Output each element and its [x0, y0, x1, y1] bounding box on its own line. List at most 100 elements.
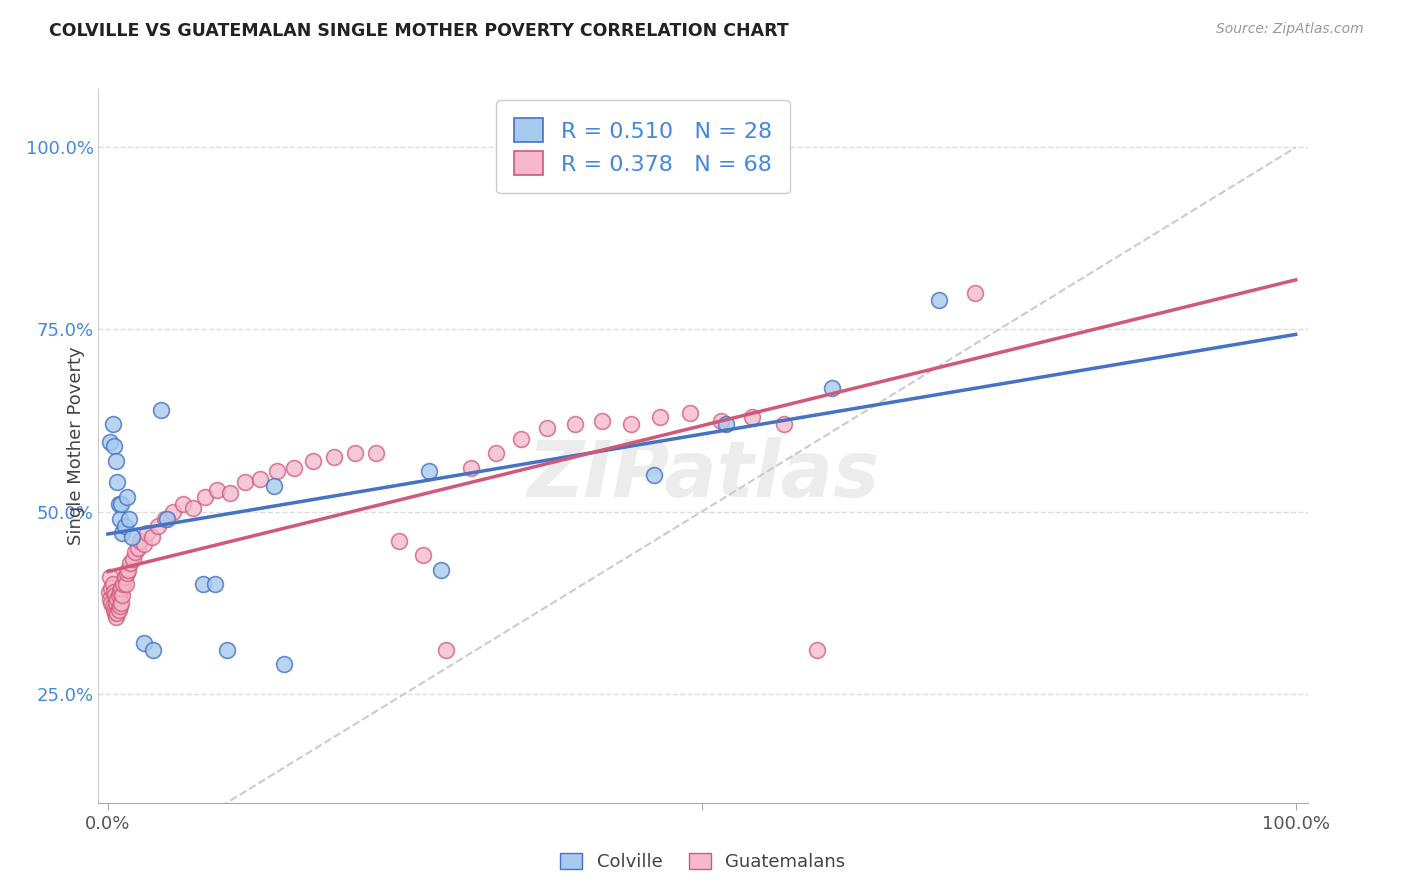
Point	[98, 435, 121, 450]
Point	[322, 450, 344, 464]
Point	[112, 577, 135, 591]
Point	[436, 643, 458, 657]
Point	[536, 421, 558, 435]
Point	[111, 526, 134, 541]
Point	[418, 465, 440, 479]
Point	[162, 504, 184, 518]
Point	[98, 570, 121, 584]
Point	[121, 552, 143, 566]
Point	[643, 468, 665, 483]
Point	[710, 413, 733, 427]
Point	[204, 577, 226, 591]
Point	[110, 581, 132, 595]
Point	[117, 563, 139, 577]
Point	[388, 533, 411, 548]
Point	[105, 453, 128, 467]
Point	[591, 413, 613, 427]
Point	[172, 497, 194, 511]
Point	[114, 570, 136, 584]
Point	[219, 486, 242, 500]
Point	[114, 577, 136, 591]
Point	[650, 409, 672, 424]
Point	[302, 453, 325, 467]
Point	[103, 603, 125, 617]
Point	[101, 599, 124, 614]
Point	[121, 530, 143, 544]
Point	[928, 293, 950, 308]
Point	[233, 475, 256, 490]
Point	[105, 596, 128, 610]
Point	[114, 519, 136, 533]
Point	[107, 497, 129, 511]
Point	[679, 406, 702, 420]
Point	[104, 588, 127, 602]
Point	[263, 479, 285, 493]
Point	[101, 577, 124, 591]
Point	[510, 432, 533, 446]
Point	[104, 607, 127, 621]
Text: Source: ZipAtlas.com: Source: ZipAtlas.com	[1216, 22, 1364, 37]
Point	[772, 417, 794, 432]
Point	[107, 591, 129, 606]
Point	[98, 591, 121, 606]
Point	[127, 541, 149, 555]
Point	[146, 519, 169, 533]
Point	[273, 657, 295, 672]
Point	[249, 472, 271, 486]
Point	[141, 530, 163, 544]
Point	[108, 584, 131, 599]
Point	[205, 483, 228, 497]
Point	[191, 577, 214, 591]
Point	[136, 526, 159, 541]
Point	[429, 563, 451, 577]
Point	[129, 533, 152, 548]
Point	[215, 643, 238, 657]
Point	[156, 512, 179, 526]
Point	[564, 417, 586, 432]
Point	[105, 610, 128, 624]
Point	[460, 460, 482, 475]
Point	[100, 581, 122, 595]
Legend: Colville, Guatemalans: Colville, Guatemalans	[553, 846, 853, 879]
Point	[132, 635, 155, 649]
Point	[619, 417, 641, 432]
Point	[485, 446, 508, 460]
Text: COLVILLE VS GUATEMALAN SINGLE MOTHER POVERTY CORRELATION CHART: COLVILLE VS GUATEMALAN SINGLE MOTHER POV…	[49, 22, 789, 40]
Point	[132, 537, 155, 551]
Point	[110, 497, 132, 511]
Point	[107, 603, 129, 617]
Point	[183, 500, 205, 515]
Point	[283, 460, 305, 475]
Point	[714, 417, 737, 432]
Point	[108, 599, 131, 614]
Point	[142, 643, 165, 657]
Point	[194, 490, 217, 504]
Point	[412, 548, 434, 562]
Point	[103, 584, 125, 599]
Point	[98, 584, 121, 599]
Point	[150, 402, 173, 417]
Point	[103, 439, 125, 453]
Point	[343, 446, 366, 460]
Y-axis label: Single Mother Poverty: Single Mother Poverty	[66, 347, 84, 545]
Point	[153, 512, 176, 526]
Point	[100, 596, 122, 610]
Point	[266, 465, 288, 479]
Point	[118, 512, 141, 526]
Point	[107, 607, 129, 621]
Point	[806, 643, 828, 657]
Point	[963, 286, 986, 301]
Point	[821, 381, 844, 395]
Point	[120, 556, 142, 570]
Point	[366, 446, 388, 460]
Point	[107, 475, 129, 490]
Point	[107, 588, 129, 602]
Point	[741, 409, 763, 424]
Point	[115, 490, 138, 504]
Legend: R = 0.510   N = 28, R = 0.378   N = 68: R = 0.510 N = 28, R = 0.378 N = 68	[496, 100, 790, 194]
Point	[108, 512, 131, 526]
Point	[124, 544, 146, 558]
Point	[111, 588, 134, 602]
Point	[115, 566, 138, 581]
Text: ZIPatlas: ZIPatlas	[527, 436, 879, 513]
